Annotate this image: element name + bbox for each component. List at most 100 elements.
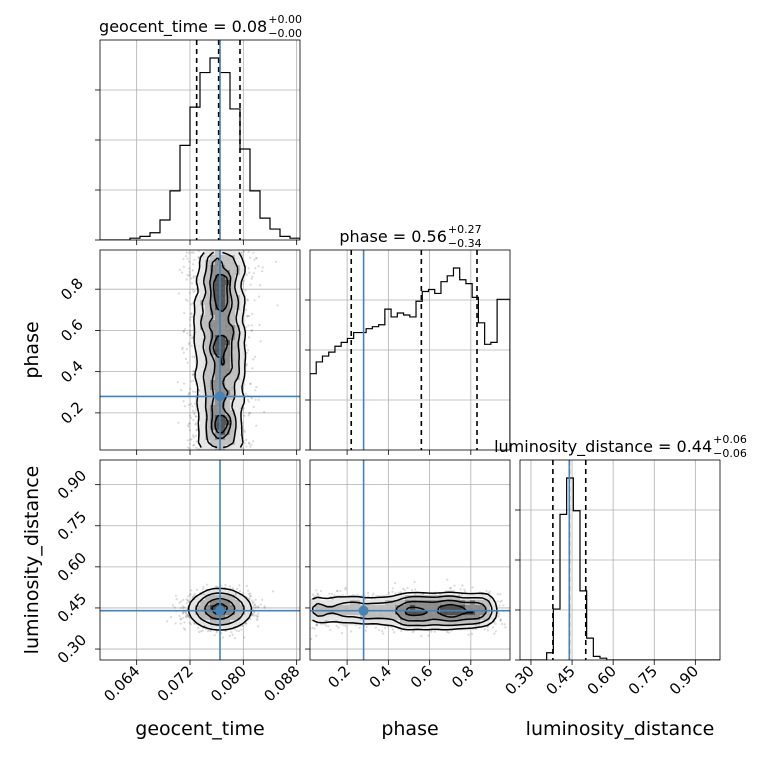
title-main: geocent_time = 0.08 <box>99 17 267 37</box>
density-cell <box>200 370 206 376</box>
sample-point <box>186 257 189 260</box>
density-cell <box>235 405 241 411</box>
density-cell <box>205 400 211 406</box>
density-cell <box>195 600 201 606</box>
density-cell <box>225 425 231 431</box>
density-cell <box>240 295 246 301</box>
sample-point <box>251 614 254 617</box>
density-cell <box>220 440 226 446</box>
density-cell <box>230 250 236 256</box>
density-cell <box>195 310 201 316</box>
density-cell <box>230 600 236 606</box>
density-cell <box>220 270 226 276</box>
density-cell <box>210 395 216 401</box>
sample-point <box>247 414 250 417</box>
sample-point <box>192 373 195 376</box>
title-main: luminosity_distance = 0.44 <box>494 437 712 457</box>
density-cell <box>220 400 226 406</box>
title-sub: −0.00 <box>268 27 302 40</box>
density-cell <box>225 345 231 351</box>
sample-point <box>257 625 260 628</box>
density-cell <box>200 275 206 281</box>
sample-point <box>243 430 246 433</box>
density-cell <box>210 275 216 281</box>
density-cell <box>200 280 206 286</box>
density-cell <box>205 425 211 431</box>
sample-point <box>188 341 191 344</box>
sample-point <box>196 428 199 431</box>
density-cell <box>230 340 236 346</box>
sample-point <box>189 593 192 596</box>
contour-3 <box>187 587 253 631</box>
density-cell <box>200 255 206 261</box>
sample-point <box>176 381 179 384</box>
density-cell <box>195 315 201 321</box>
density-cell <box>220 330 226 336</box>
density-cell <box>240 310 246 316</box>
density-cell <box>215 620 221 626</box>
sample-point <box>252 405 255 408</box>
density-cell <box>195 330 201 336</box>
sample-point <box>186 361 189 364</box>
density-cell <box>230 435 236 441</box>
sample-point <box>257 615 260 618</box>
density-cell <box>215 270 221 276</box>
density-cell <box>235 395 241 401</box>
sample-point <box>228 634 231 638</box>
sample-point <box>180 618 183 621</box>
sample-point <box>188 270 191 273</box>
sample-point <box>195 588 199 591</box>
sample-point <box>190 312 193 315</box>
sample-point <box>245 622 248 625</box>
sample-point <box>246 315 249 318</box>
sample-point <box>246 299 250 302</box>
density-cell <box>215 300 221 306</box>
density-cell <box>195 380 201 386</box>
sample-point <box>189 273 192 276</box>
density-cell <box>195 295 201 301</box>
density-cell <box>225 365 231 371</box>
sample-point <box>245 363 248 366</box>
sample-point <box>186 424 189 427</box>
density-cell <box>200 360 206 366</box>
density-cell <box>235 385 241 391</box>
density-cell <box>215 285 221 291</box>
density-cell <box>215 325 221 331</box>
density-cell <box>215 405 221 411</box>
density-cell <box>215 345 221 351</box>
sample-point <box>259 284 262 287</box>
density-cell <box>240 345 246 351</box>
density-cell <box>200 425 206 431</box>
sample-point <box>188 392 191 395</box>
density-cell <box>230 345 236 351</box>
sample-point <box>186 299 189 302</box>
sample-point <box>181 605 185 608</box>
density-cell <box>220 295 226 301</box>
sample-point <box>184 615 187 618</box>
sample-point <box>245 622 248 625</box>
density <box>193 250 247 450</box>
density-cell <box>210 290 216 296</box>
density-cell <box>235 320 241 326</box>
density-cell <box>215 320 221 326</box>
sample-point <box>242 447 245 450</box>
density-cell <box>195 595 201 601</box>
density-cell <box>220 280 226 286</box>
sample-point <box>475 628 478 631</box>
density-cell <box>230 305 236 311</box>
sample-point <box>189 334 192 337</box>
sample-point <box>188 414 192 417</box>
density-cell <box>205 275 211 281</box>
density-cell <box>215 600 221 606</box>
density-cell <box>205 250 211 256</box>
sample-point <box>192 434 195 437</box>
sample-point <box>189 402 192 405</box>
sample-point <box>190 589 193 592</box>
sample-point <box>183 311 186 315</box>
sample-point <box>178 268 181 271</box>
density-cell <box>200 420 206 426</box>
sample-point <box>257 605 260 608</box>
density-cell <box>235 430 241 436</box>
sample-point <box>254 614 258 617</box>
sample-point <box>179 622 182 625</box>
